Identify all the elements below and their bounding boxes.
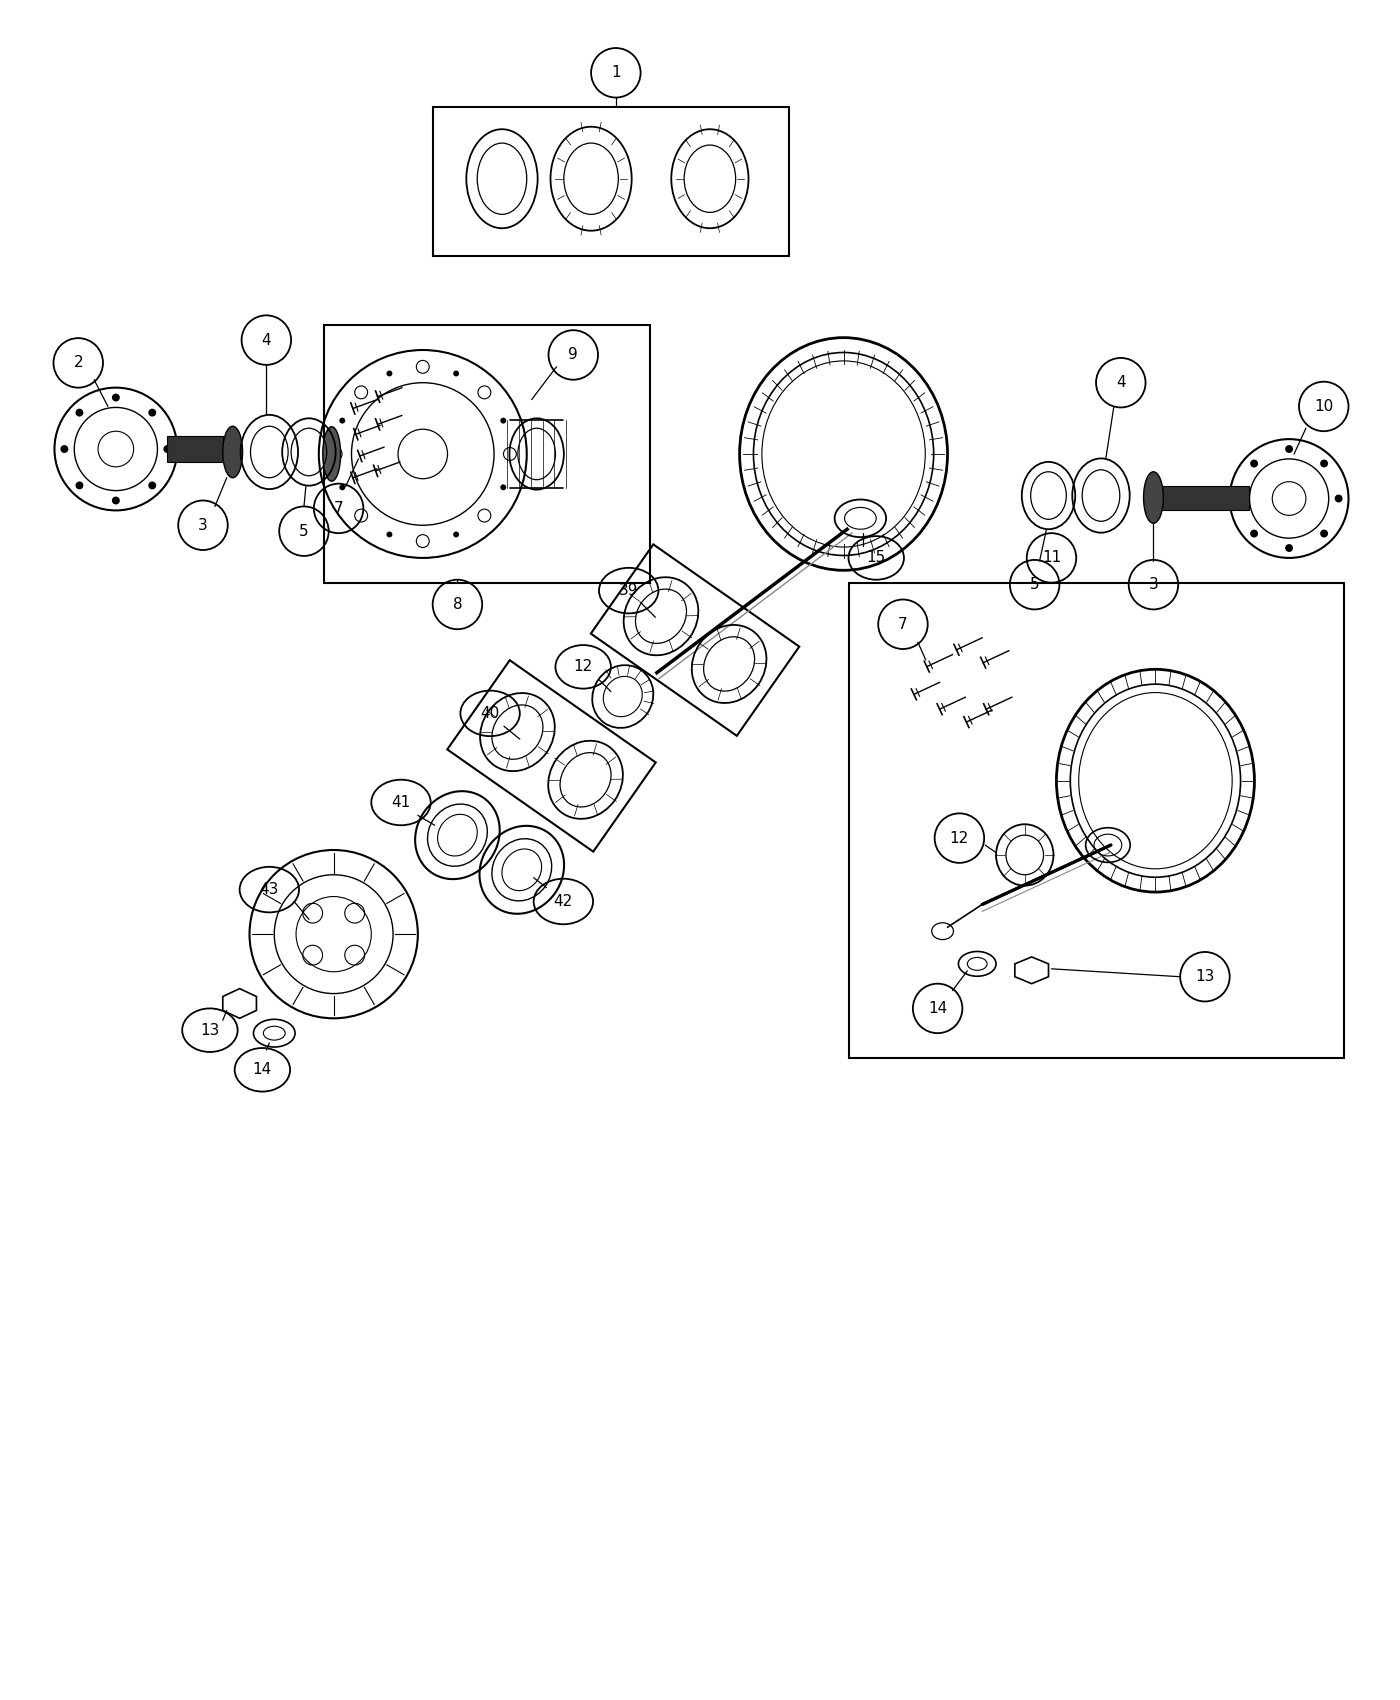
Text: 12: 12: [574, 660, 592, 675]
Circle shape: [339, 418, 346, 423]
Circle shape: [1250, 459, 1259, 468]
Text: 10: 10: [1315, 400, 1333, 413]
Text: 3: 3: [199, 518, 207, 532]
Circle shape: [500, 418, 507, 423]
Text: 15: 15: [867, 551, 886, 566]
Circle shape: [1320, 530, 1329, 537]
Circle shape: [1285, 445, 1294, 452]
Text: 14: 14: [928, 1001, 948, 1017]
Circle shape: [1320, 459, 1329, 468]
Circle shape: [1236, 495, 1243, 503]
Text: 7: 7: [333, 502, 343, 515]
Text: 13: 13: [1196, 969, 1215, 984]
Bar: [433, 107, 790, 257]
Circle shape: [112, 496, 120, 505]
Bar: [168, 437, 223, 462]
Bar: [1155, 486, 1249, 510]
Text: 39: 39: [619, 583, 638, 598]
Bar: [848, 583, 1344, 1057]
Text: 42: 42: [554, 894, 573, 910]
Text: 13: 13: [200, 1023, 220, 1037]
Circle shape: [148, 408, 157, 416]
Circle shape: [1250, 530, 1259, 537]
Circle shape: [1334, 495, 1343, 503]
Text: 4: 4: [262, 333, 272, 347]
Text: 7: 7: [899, 617, 907, 632]
Circle shape: [386, 532, 392, 537]
Ellipse shape: [223, 427, 242, 478]
Circle shape: [339, 484, 346, 490]
Text: 8: 8: [452, 597, 462, 612]
Circle shape: [1285, 544, 1294, 552]
Text: 1: 1: [610, 65, 620, 80]
Text: 5: 5: [1030, 578, 1039, 592]
Circle shape: [164, 445, 171, 452]
Circle shape: [386, 371, 392, 376]
Circle shape: [500, 484, 507, 490]
Text: 43: 43: [259, 882, 279, 898]
Circle shape: [76, 408, 84, 416]
Text: 12: 12: [949, 831, 969, 845]
Text: 14: 14: [253, 1062, 272, 1078]
Circle shape: [454, 371, 459, 376]
Text: 11: 11: [1042, 551, 1061, 566]
Ellipse shape: [323, 427, 340, 481]
Circle shape: [60, 445, 69, 452]
Ellipse shape: [1144, 473, 1163, 524]
Circle shape: [148, 481, 157, 490]
Text: 4: 4: [1116, 376, 1126, 391]
Circle shape: [454, 532, 459, 537]
Circle shape: [112, 394, 120, 401]
Circle shape: [76, 481, 84, 490]
Text: 3: 3: [1148, 578, 1158, 592]
Text: 5: 5: [300, 524, 309, 539]
Text: 40: 40: [480, 706, 500, 721]
Bar: [323, 325, 651, 583]
Text: 41: 41: [392, 796, 410, 809]
Text: 9: 9: [568, 347, 578, 362]
Text: 2: 2: [73, 355, 83, 371]
